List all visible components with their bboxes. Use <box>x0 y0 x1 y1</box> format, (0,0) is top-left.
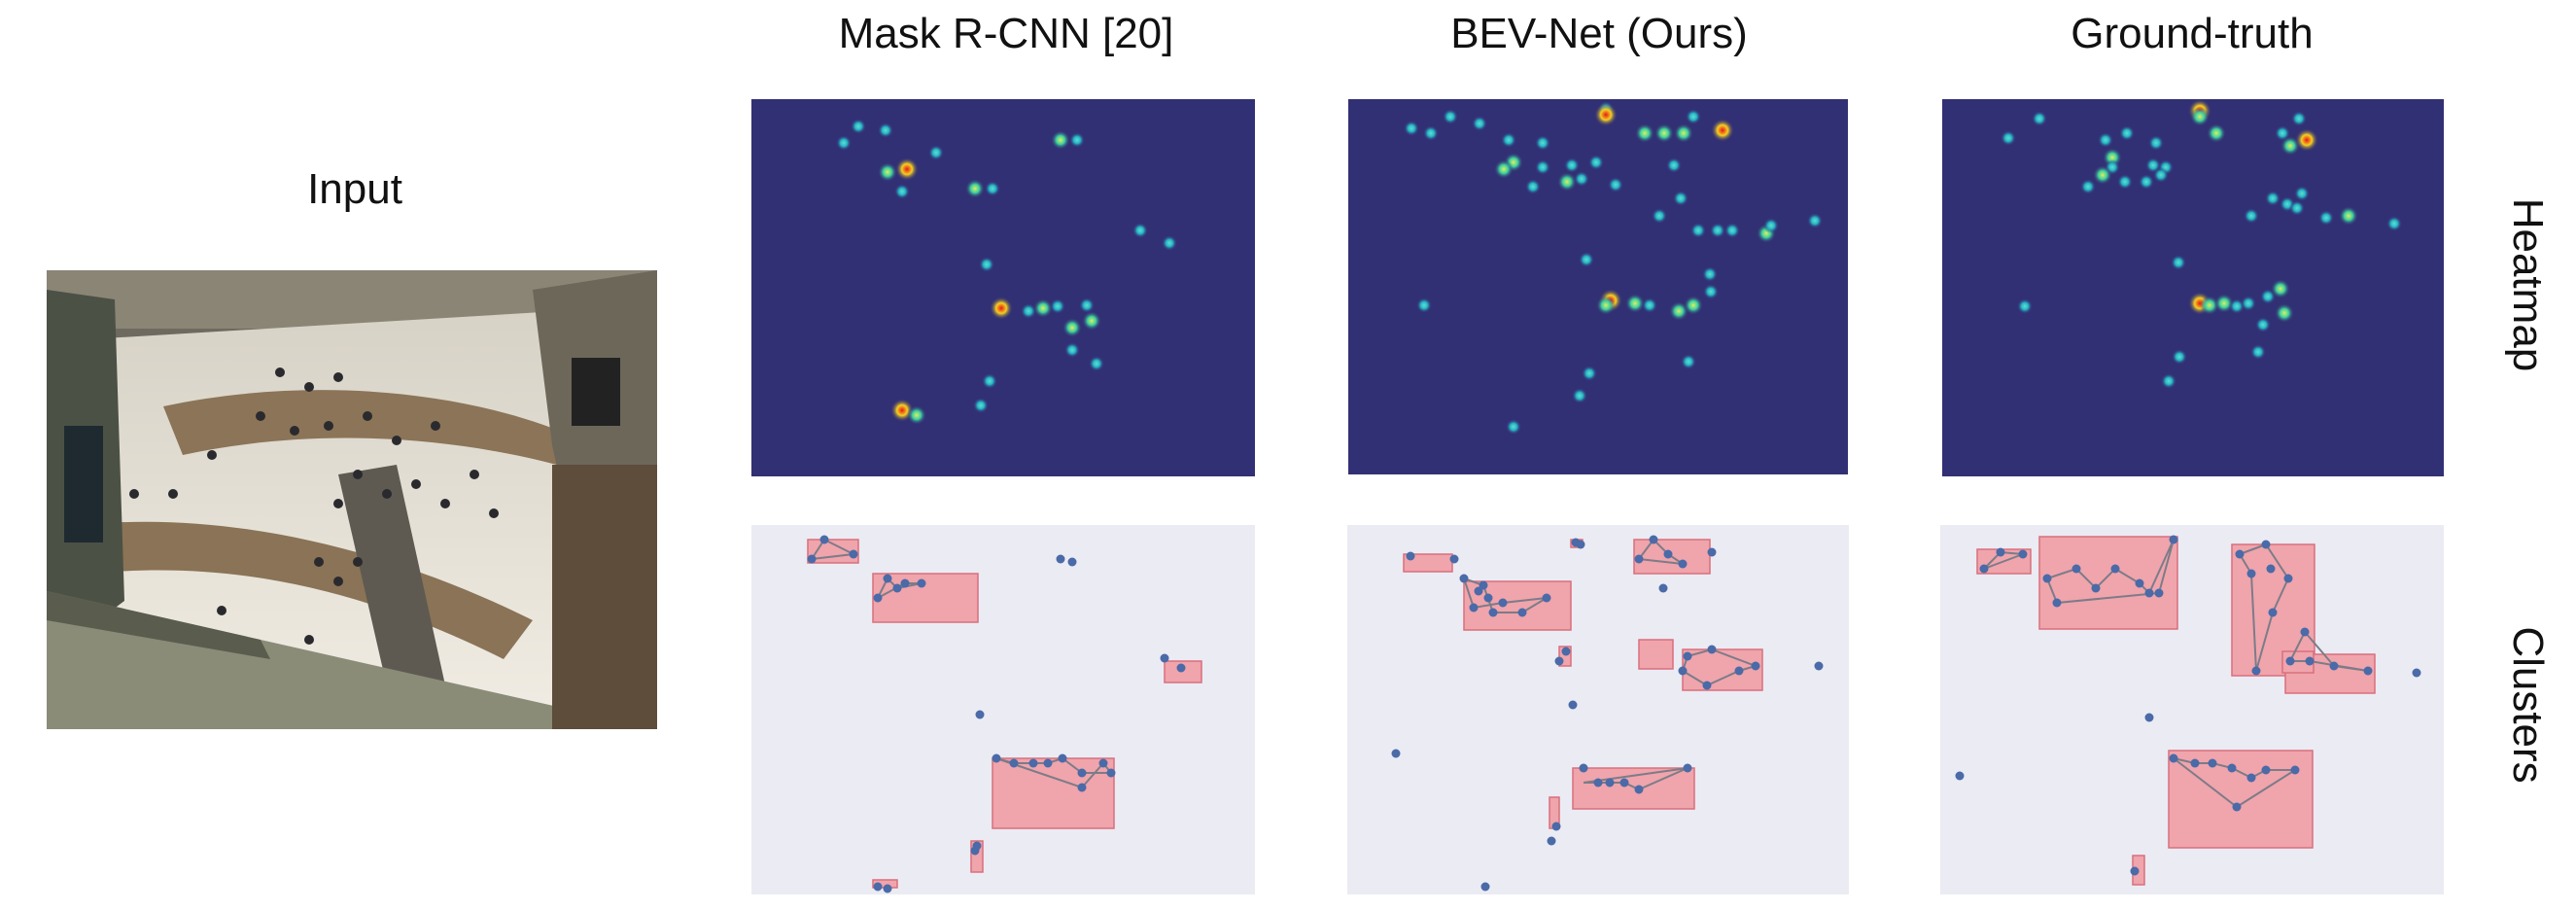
heatmap-bev-net <box>1348 99 1848 474</box>
input-title: Input <box>307 165 402 213</box>
row-label-heatmap: Heatmap <box>2504 197 2552 372</box>
heatmap-mask-rcnn <box>751 99 1255 476</box>
clusters-ground-truth <box>1940 525 2444 894</box>
heatmap-ground-truth <box>1942 99 2444 476</box>
column-title-ground-truth: Ground-truth <box>2071 10 2314 57</box>
input-photo <box>47 270 657 729</box>
clusters-bev-net <box>1347 525 1849 894</box>
column-title-mask-rcnn: Mask R-CNN [20] <box>838 10 1174 57</box>
clusters-mask-rcnn <box>751 525 1255 894</box>
row-label-clusters: Clusters <box>2504 626 2552 784</box>
column-title-bev-net: BEV-Net (Ours) <box>1450 10 1748 57</box>
